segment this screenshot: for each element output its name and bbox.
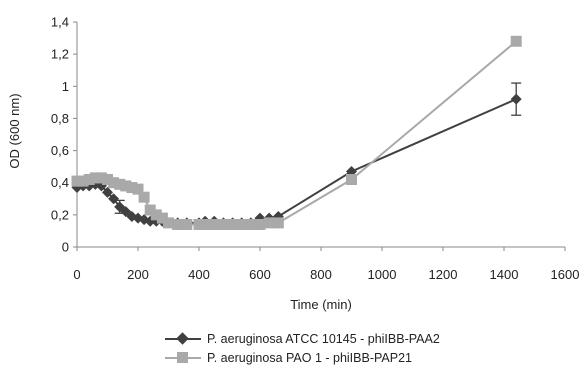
x-tick-label: 1600 bbox=[551, 267, 580, 282]
series-line bbox=[76, 98, 517, 224]
square-marker-icon bbox=[177, 351, 188, 363]
y-tick-label: 1,2 bbox=[51, 47, 69, 62]
plot-series bbox=[71, 35, 522, 230]
x-tick-labels: 0 200 400 600 800 1000 1200 1400 1600 bbox=[73, 267, 579, 282]
data-point bbox=[120, 180, 132, 192]
data-point bbox=[181, 219, 193, 230]
data-point bbox=[254, 219, 266, 230]
legend-label-series-2: P. aeruginosa PAO 1 - phiIBB-PAP21 bbox=[207, 350, 412, 365]
data-point bbox=[163, 217, 174, 229]
data-point bbox=[510, 93, 522, 105]
data-point bbox=[95, 172, 107, 184]
y-tick-label: 0 bbox=[62, 240, 69, 255]
data-point bbox=[156, 212, 168, 224]
data-point bbox=[263, 217, 275, 229]
y-axis-title: OD (600 nm) bbox=[7, 93, 22, 168]
data-point bbox=[193, 219, 205, 230]
legend-label-series-1: P. aeruginosa ATCC 10145 - phiIBB-PAA2 bbox=[207, 331, 440, 346]
y-tick-labels: 0 0,2 0,4 0,6 0,8 1 1,2 1,4 bbox=[51, 15, 69, 255]
legend-swatch-series-1 bbox=[165, 331, 201, 346]
data-point bbox=[89, 172, 101, 184]
x-axis-title: Time (min) bbox=[290, 297, 352, 312]
data-point bbox=[236, 219, 248, 230]
data-point bbox=[114, 178, 126, 190]
series-2 bbox=[71, 35, 522, 230]
data-point bbox=[138, 191, 150, 203]
data-point bbox=[272, 217, 284, 229]
y-tick-label: 0,6 bbox=[51, 143, 69, 158]
x-tick-label: 0 bbox=[73, 267, 80, 282]
data-point bbox=[199, 219, 211, 230]
data-point bbox=[208, 219, 220, 230]
data-point bbox=[77, 175, 89, 187]
data-point bbox=[108, 177, 120, 189]
data-point bbox=[126, 182, 138, 194]
series-1 bbox=[71, 82, 522, 229]
data-point bbox=[144, 204, 156, 216]
x-tick-label: 1000 bbox=[368, 267, 397, 282]
x-tick-label: 1200 bbox=[429, 267, 458, 282]
data-point bbox=[172, 219, 184, 230]
x-tick-label: 1400 bbox=[490, 267, 519, 282]
y-tick-label: 0,2 bbox=[51, 207, 69, 222]
y-tick-label: 1,4 bbox=[51, 15, 69, 30]
x-tick-label: 800 bbox=[310, 267, 332, 282]
data-point bbox=[245, 219, 257, 230]
data-point bbox=[102, 186, 113, 198]
data-point bbox=[150, 209, 162, 221]
legend-item-series-2: P. aeruginosa PAO 1 - phiIBB-PAP21 bbox=[165, 348, 440, 367]
x-tick-label: 200 bbox=[127, 267, 149, 282]
data-point bbox=[108, 193, 120, 205]
data-point bbox=[83, 174, 95, 185]
x-tick-label: 600 bbox=[249, 267, 271, 282]
data-point bbox=[227, 219, 239, 230]
diamond-marker-icon bbox=[176, 331, 189, 345]
y-tick-label: 1 bbox=[62, 79, 69, 94]
legend-item-series-1: P. aeruginosa ATCC 10145 - phiIBB-PAA2 bbox=[165, 329, 440, 348]
data-point bbox=[346, 174, 357, 185]
data-point bbox=[71, 175, 83, 187]
data-point bbox=[510, 35, 522, 47]
y-tick-label: 0,8 bbox=[51, 111, 69, 126]
data-point bbox=[102, 174, 113, 185]
legend-swatch-series-2 bbox=[165, 351, 201, 365]
data-point bbox=[217, 219, 229, 230]
legend: P. aeruginosa ATCC 10145 - phiIBB-PAA2 P… bbox=[165, 329, 440, 367]
axes bbox=[73, 21, 566, 251]
x-tick-label: 400 bbox=[188, 267, 210, 282]
data-point bbox=[132, 183, 144, 195]
y-tick-label: 0,4 bbox=[51, 175, 69, 190]
